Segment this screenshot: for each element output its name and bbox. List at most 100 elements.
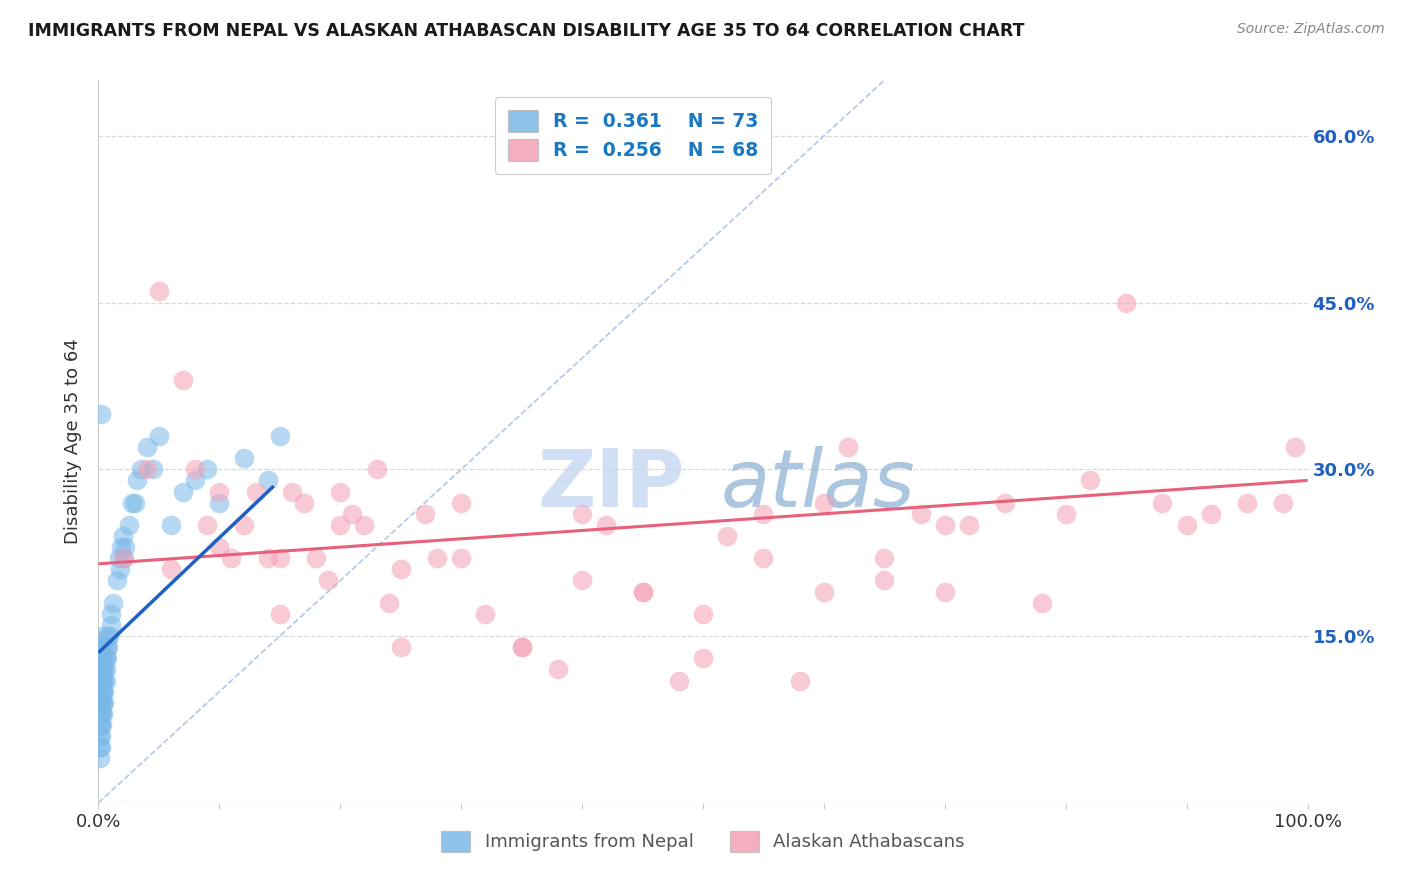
- Point: [94, 651, 117, 665]
- Point: [269, 429, 291, 443]
- Point: [93, 651, 115, 665]
- Point: [91, 640, 114, 655]
- Point: [127, 474, 149, 488]
- Point: [256, 551, 278, 566]
- Point: [195, 462, 218, 476]
- Point: [93, 684, 115, 698]
- Point: [148, 285, 170, 299]
- Point: [208, 540, 231, 554]
- Point: [97, 640, 120, 655]
- Point: [93, 696, 115, 710]
- Point: [1284, 440, 1306, 454]
- Point: [91, 673, 114, 688]
- Point: [934, 517, 956, 532]
- Point: [873, 574, 896, 588]
- Point: [108, 551, 131, 566]
- Point: [91, 684, 114, 698]
- Point: [1175, 517, 1198, 532]
- Point: [232, 451, 254, 466]
- Point: [160, 517, 183, 532]
- Point: [631, 584, 654, 599]
- Point: [1078, 474, 1101, 488]
- Point: [121, 496, 143, 510]
- Legend: Immigrants from Nepal, Alaskan Athabascans: Immigrants from Nepal, Alaskan Athabasca…: [434, 823, 972, 859]
- Point: [93, 662, 115, 676]
- Point: [96, 651, 118, 665]
- Point: [129, 462, 152, 476]
- Point: [93, 673, 115, 688]
- Text: ZIP: ZIP: [537, 446, 685, 524]
- Point: [89, 662, 111, 676]
- Point: [89, 673, 111, 688]
- Point: [89, 751, 111, 765]
- Y-axis label: Disability Age 35 to 64: Disability Age 35 to 64: [65, 339, 83, 544]
- Text: Source: ZipAtlas.com: Source: ZipAtlas.com: [1237, 22, 1385, 37]
- Point: [98, 629, 121, 643]
- Point: [934, 584, 956, 599]
- Point: [91, 684, 114, 698]
- Point: [1272, 496, 1295, 510]
- Point: [389, 562, 412, 576]
- Point: [135, 462, 157, 476]
- Point: [910, 507, 932, 521]
- Point: [571, 574, 593, 588]
- Point: [100, 618, 122, 632]
- Point: [366, 462, 388, 476]
- Point: [91, 629, 114, 643]
- Point: [91, 696, 114, 710]
- Point: [160, 562, 183, 576]
- Point: [413, 507, 436, 521]
- Point: [221, 551, 243, 566]
- Point: [94, 662, 117, 676]
- Point: [957, 517, 980, 532]
- Text: IMMIGRANTS FROM NEPAL VS ALASKAN ATHABASCAN DISABILITY AGE 35 TO 64 CORRELATION : IMMIGRANTS FROM NEPAL VS ALASKAN ATHABAS…: [28, 22, 1025, 40]
- Point: [316, 574, 339, 588]
- Point: [813, 496, 835, 510]
- Point: [426, 551, 449, 566]
- Point: [752, 551, 775, 566]
- Point: [108, 562, 131, 576]
- Point: [716, 529, 738, 543]
- Point: [105, 574, 128, 588]
- Point: [91, 662, 114, 676]
- Point: [631, 584, 654, 599]
- Point: [184, 462, 207, 476]
- Point: [692, 651, 714, 665]
- Point: [89, 706, 111, 721]
- Point: [94, 673, 117, 688]
- Point: [994, 496, 1017, 510]
- Point: [91, 706, 114, 721]
- Point: [100, 607, 122, 621]
- Point: [256, 474, 278, 488]
- Point: [571, 507, 593, 521]
- Point: [692, 607, 714, 621]
- Point: [305, 551, 328, 566]
- Point: [91, 651, 114, 665]
- Point: [90, 673, 112, 688]
- Point: [97, 629, 120, 643]
- Point: [1054, 507, 1077, 521]
- Point: [245, 484, 267, 499]
- Point: [142, 462, 165, 476]
- Point: [111, 551, 134, 566]
- Point: [172, 484, 194, 499]
- Point: [124, 496, 146, 510]
- Point: [342, 507, 364, 521]
- Point: [89, 651, 111, 665]
- Point: [329, 517, 352, 532]
- Point: [389, 640, 412, 655]
- Point: [89, 718, 111, 732]
- Point: [353, 517, 375, 532]
- Point: [813, 584, 835, 599]
- Point: [474, 607, 496, 621]
- Point: [90, 718, 112, 732]
- Point: [89, 740, 111, 755]
- Point: [89, 684, 111, 698]
- Point: [281, 484, 304, 499]
- Point: [91, 662, 114, 676]
- Point: [110, 540, 132, 554]
- Point: [96, 640, 118, 655]
- Point: [450, 551, 472, 566]
- Text: atlas: atlas: [721, 446, 915, 524]
- Point: [269, 551, 291, 566]
